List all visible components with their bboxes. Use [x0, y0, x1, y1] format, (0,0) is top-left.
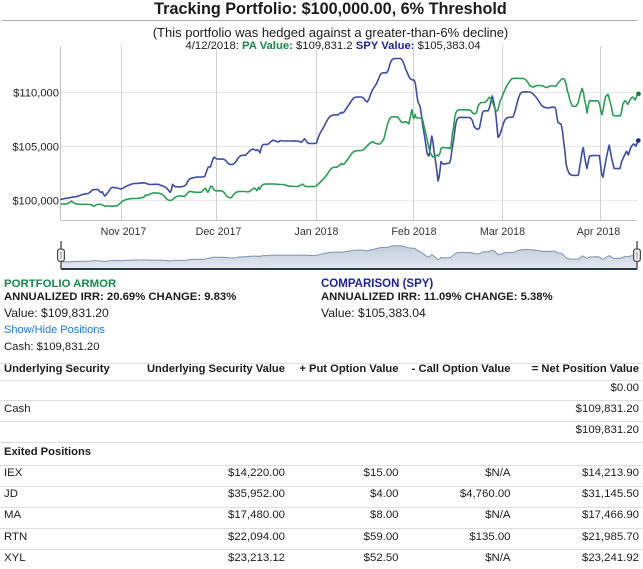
svg-text:Mar 2018: Mar 2018 [480, 226, 525, 238]
svg-text:$105,000: $105,000 [12, 141, 59, 153]
svg-text:$100,000: $100,000 [12, 195, 59, 207]
svg-text:Feb 2018: Feb 2018 [391, 226, 436, 238]
svg-text:Dec 2017: Dec 2017 [196, 226, 242, 238]
svg-text:$110,000: $110,000 [13, 87, 59, 99]
svg-text:Nov 2017: Nov 2017 [101, 226, 147, 238]
svg-text:Jan 2018: Jan 2018 [295, 226, 339, 238]
svg-text:Apr 2018: Apr 2018 [577, 226, 620, 238]
